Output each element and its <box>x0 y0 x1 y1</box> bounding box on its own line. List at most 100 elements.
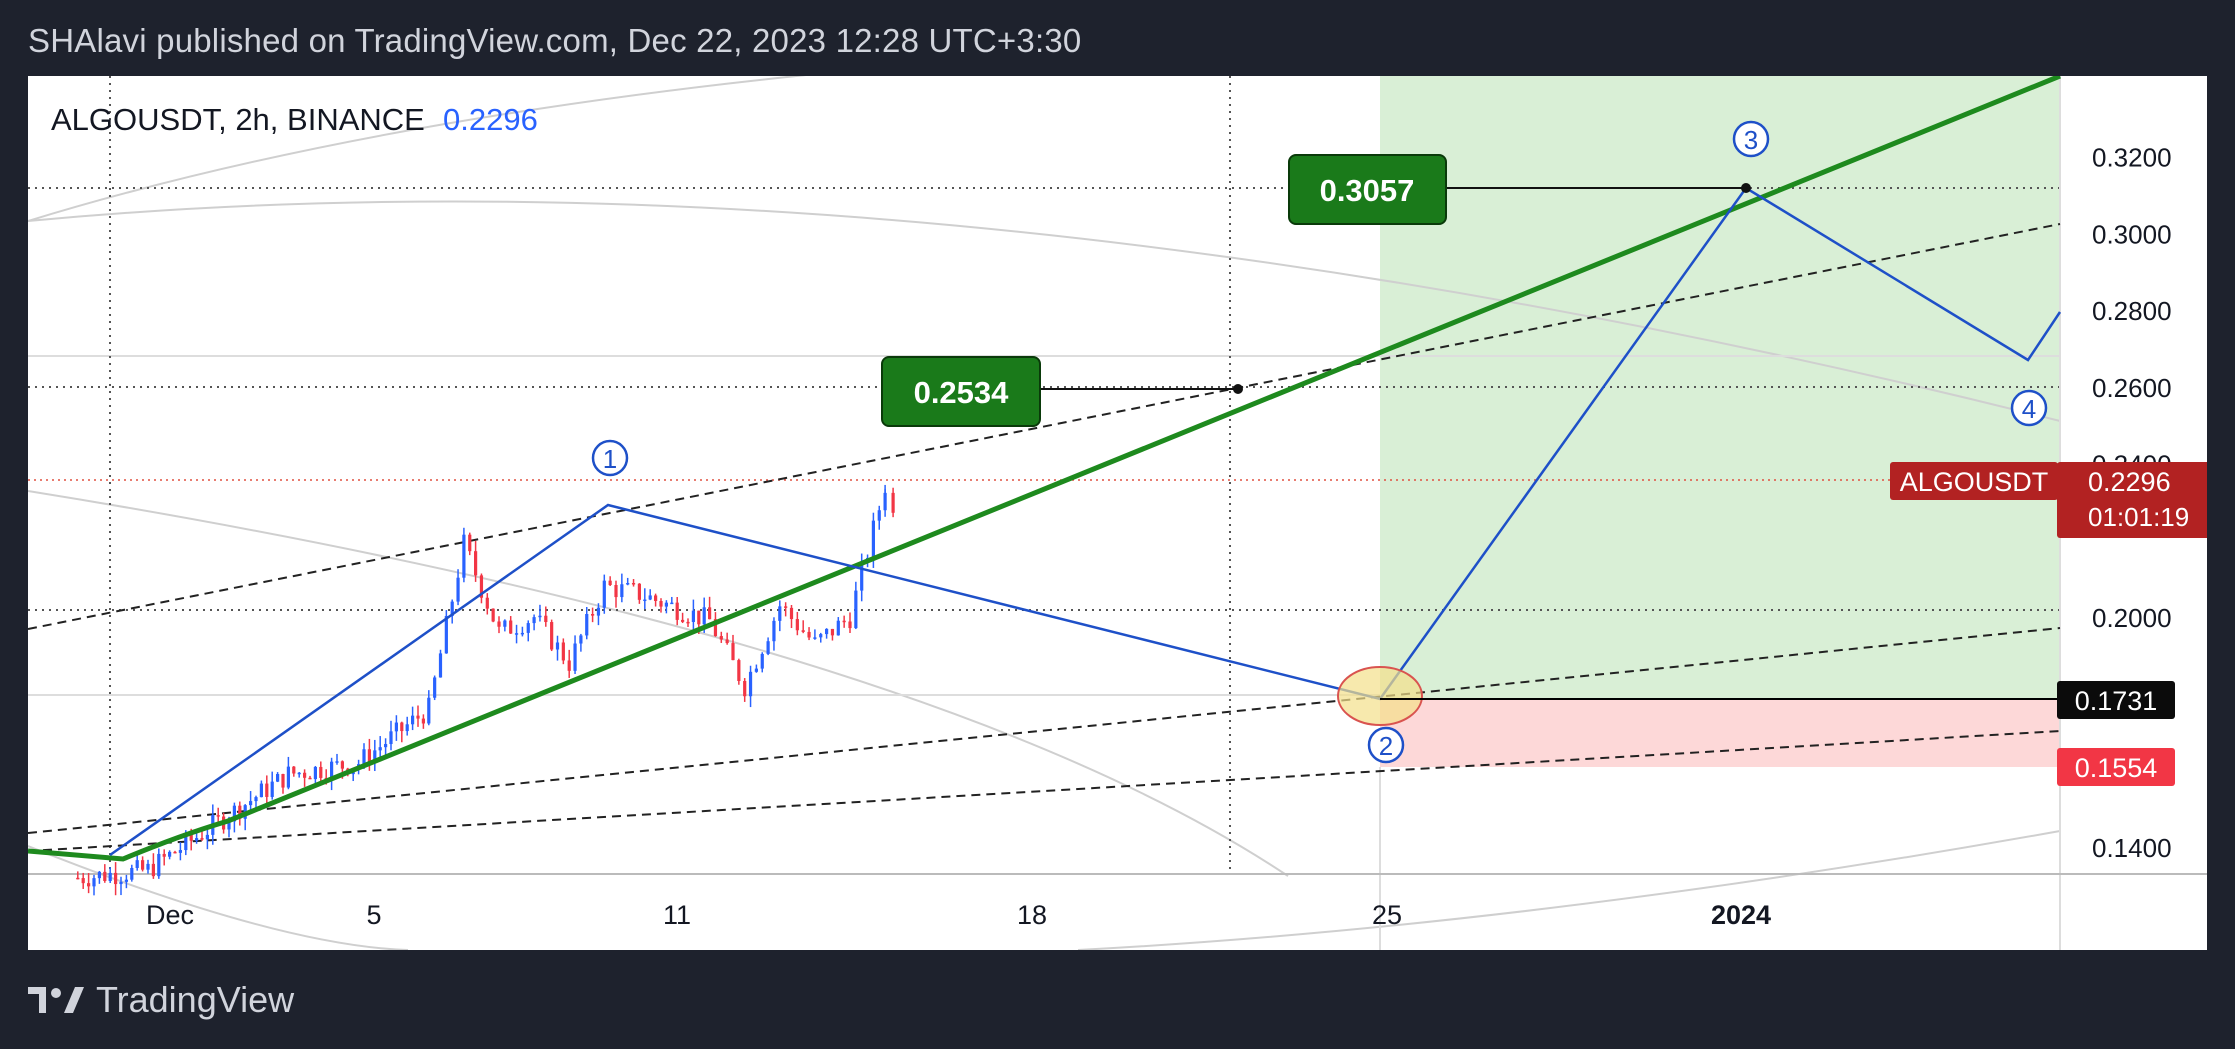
wave-2-highlight[interactable] <box>1337 666 1423 726</box>
candle[interactable] <box>825 628 829 639</box>
trend-line[interactable] <box>28 76 2061 862</box>
candle[interactable] <box>81 872 85 889</box>
candle[interactable] <box>151 853 155 879</box>
candle[interactable] <box>97 870 101 884</box>
candle[interactable] <box>550 619 554 652</box>
footer-brand[interactable]: TradingView <box>28 978 294 1022</box>
candle[interactable] <box>497 616 501 634</box>
wave-label-2[interactable]: 2 <box>1367 726 1405 764</box>
candle[interactable] <box>503 619 507 632</box>
wave-projection-line[interactable] <box>109 186 2062 857</box>
candle[interactable] <box>87 873 91 894</box>
candle[interactable] <box>173 850 177 854</box>
candle[interactable] <box>842 615 846 628</box>
candle[interactable] <box>748 665 753 708</box>
candle[interactable] <box>265 775 269 805</box>
candle[interactable] <box>76 871 80 880</box>
stop-zone[interactable] <box>1380 699 2060 767</box>
candle[interactable] <box>416 705 420 727</box>
candle[interactable] <box>686 618 690 627</box>
candle[interactable] <box>891 487 895 518</box>
candle[interactable] <box>92 874 96 896</box>
candle[interactable] <box>281 773 285 794</box>
candle[interactable] <box>384 738 388 756</box>
candle[interactable] <box>813 629 817 640</box>
high-callout-box[interactable] <box>881 356 1041 427</box>
target-callout-box[interactable] <box>1288 154 1447 225</box>
chart-pane[interactable]: 0.3057 0.2534 1 2 3 4 ALGOUSDT, 2h, BINA… <box>28 76 2207 950</box>
candle[interactable] <box>195 833 199 844</box>
candle[interactable] <box>659 598 663 613</box>
candle[interactable] <box>485 593 489 615</box>
candle[interactable] <box>373 739 377 772</box>
candle[interactable] <box>737 658 741 685</box>
candle[interactable] <box>286 756 290 790</box>
candle[interactable] <box>114 862 118 896</box>
candle[interactable] <box>836 617 840 636</box>
x-axis[interactable]: Dec 5 11 18 25 2024 <box>146 900 1771 930</box>
candle[interactable] <box>708 596 712 620</box>
candle[interactable] <box>456 569 460 606</box>
candles[interactable] <box>76 484 895 896</box>
candle[interactable] <box>801 620 805 634</box>
candle[interactable] <box>474 540 478 582</box>
candle[interactable] <box>405 716 409 736</box>
candle[interactable] <box>400 721 404 743</box>
candle[interactable] <box>270 771 274 800</box>
wave-label-1[interactable]: 1 <box>591 439 629 477</box>
candle[interactable] <box>313 765 317 784</box>
candle[interactable] <box>249 791 253 812</box>
candle[interactable] <box>216 807 220 823</box>
candle[interactable] <box>626 577 630 586</box>
candle[interactable] <box>168 850 172 860</box>
candle[interactable] <box>848 612 852 634</box>
candle[interactable] <box>585 606 589 640</box>
candle[interactable] <box>766 637 770 656</box>
wave-label-4[interactable]: 4 <box>2010 389 2048 427</box>
candle[interactable] <box>509 616 513 634</box>
candle[interactable] <box>784 602 788 617</box>
candle[interactable] <box>319 761 323 783</box>
candle[interactable] <box>648 589 652 601</box>
candle[interactable] <box>520 626 524 637</box>
candle[interactable] <box>795 611 799 636</box>
candle[interactable] <box>614 580 618 608</box>
candle[interactable] <box>259 780 263 798</box>
candle[interactable] <box>479 573 484 604</box>
target-point[interactable] <box>1741 183 1751 193</box>
candle[interactable] <box>297 772 301 778</box>
candle[interactable] <box>877 505 881 530</box>
candle[interactable] <box>162 849 166 866</box>
candle[interactable] <box>731 634 735 661</box>
candle[interactable] <box>573 635 577 675</box>
candle[interactable] <box>292 766 296 777</box>
target-zone[interactable] <box>1380 76 2060 699</box>
candle[interactable] <box>462 527 466 583</box>
candle[interactable] <box>555 635 560 661</box>
candle[interactable] <box>830 628 835 641</box>
candle[interactable] <box>514 624 519 644</box>
candle[interactable] <box>526 620 530 642</box>
candle[interactable] <box>308 775 312 780</box>
candle[interactable] <box>330 757 334 791</box>
candle[interactable] <box>681 612 685 624</box>
candle[interactable] <box>433 675 437 701</box>
candle[interactable] <box>819 632 823 643</box>
candle[interactable] <box>157 848 161 879</box>
candle[interactable] <box>643 588 647 610</box>
candle[interactable] <box>538 604 542 622</box>
candle[interactable] <box>303 769 307 787</box>
candle[interactable] <box>130 864 134 882</box>
candle[interactable] <box>389 720 393 751</box>
candle[interactable] <box>567 649 571 678</box>
candle[interactable] <box>778 600 782 632</box>
candle[interactable] <box>579 633 583 652</box>
high-point[interactable] <box>1233 384 1243 394</box>
candle[interactable] <box>146 859 150 874</box>
candle[interactable] <box>691 599 695 633</box>
candle[interactable] <box>108 867 112 884</box>
candle[interactable] <box>394 715 398 741</box>
price-chart[interactable]: 0.3057 0.2534 1 2 3 4 ALGOUSDT, 2h, BINA… <box>28 76 2207 950</box>
candle[interactable] <box>178 842 182 861</box>
candle[interactable] <box>438 649 443 678</box>
